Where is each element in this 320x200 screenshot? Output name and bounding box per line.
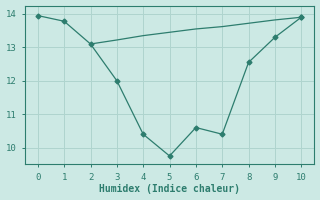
X-axis label: Humidex (Indice chaleur): Humidex (Indice chaleur) [99,184,240,194]
